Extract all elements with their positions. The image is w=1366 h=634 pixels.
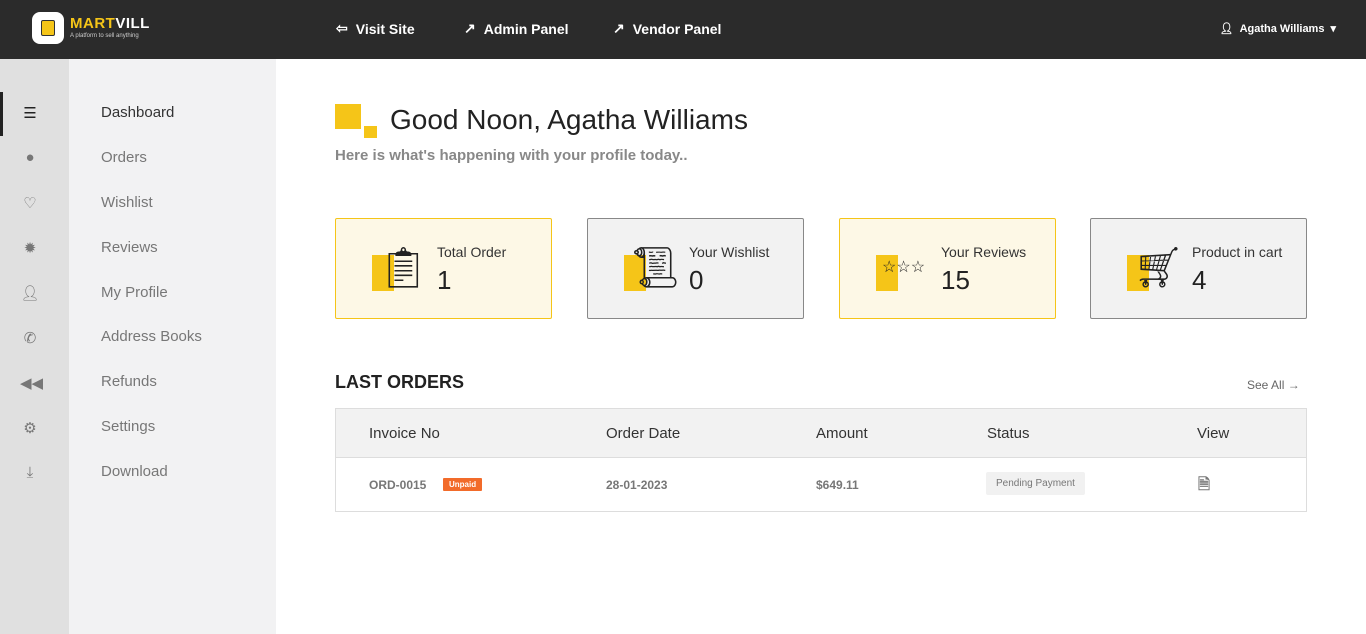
brand-name: MARTVILL [70,15,150,32]
sidebar-item-wishlist[interactable]: Wishlist [101,194,153,211]
sidebar: Dashboard Orders Wishlist Reviews My Pro… [69,59,276,634]
badge-icon[interactable]: ✹ [23,240,37,257]
top-bar: MARTVILL A platform to sell anything ⇦ Vi… [0,0,1366,59]
sidebar-item-settings[interactable]: Settings [101,418,156,435]
page-title: Good Noon, Agatha Williams [390,104,748,135]
view-invoice-icon[interactable]: 🗎 [1198,476,1211,493]
download-icon[interactable]: ⤓ [26,464,34,481]
user-icon[interactable]: 👤︎ [20,285,40,302]
apple-icon[interactable]: ● [25,149,35,166]
gear-icon[interactable]: ⚙ [23,420,37,437]
orders-table: Invoice No Order Date Amount Status View… [335,408,1307,512]
admin-panel-link[interactable]: ↗ Admin Panel [464,20,569,37]
sign-in-icon: ⇦ [336,20,348,36]
phone-icon[interactable]: ✆ [23,330,37,347]
status-badge: Pending Payment [986,472,1085,495]
see-all-link[interactable]: See All → [1247,378,1300,392]
shopping-cart-icon: 🛒︎ [1127,243,1184,293]
user-menu[interactable]: 👤︎ Agatha Williams ▾ [1219,22,1336,36]
external-link-icon: ↗ [464,20,476,36]
decor-square [364,126,377,138]
card-reviews[interactable]: ☆☆☆ Your Reviews 15 [839,218,1056,319]
list-icon[interactable]: ☰ [23,105,37,122]
user-icon: 👤︎ [1219,23,1234,35]
tagline: A platform to sell anything [70,33,139,39]
last-orders-title: LAST ORDERS [335,372,465,392]
sidebar-item-refunds[interactable]: Refunds [101,373,157,390]
sidebar-item-orders[interactable]: Orders [101,149,147,166]
sidebar-item-reviews[interactable]: Reviews [101,239,158,256]
shopping-bag-icon [41,20,55,36]
order-list-icon: 📋︎ [372,243,429,293]
decor-square [335,104,361,129]
card-total-order[interactable]: 📋︎ Total Order 1 [335,218,552,319]
logo[interactable] [32,12,64,44]
visit-site-link[interactable]: ⇦ Visit Site [336,20,415,37]
wishlist-scroll-icon: 📜︎ [624,243,681,293]
active-indicator [0,92,3,136]
card-cart[interactable]: 🛒︎ Product in cart 4 [1090,218,1307,319]
review-stars-icon: ☆☆☆ [876,243,926,293]
external-link-icon: ↗ [613,20,625,36]
sidebar-item-download[interactable]: Download [101,463,168,480]
sidebar-item-my-profile[interactable]: My Profile [101,284,168,301]
payment-badge: Unpaid [443,478,483,491]
card-wishlist[interactable]: 📜︎ Your Wishlist 0 [587,218,804,319]
icon-rail: ☰ ● ♡ ✹ 👤︎ ✆ ◀◀ ⚙ ⤓ [0,59,69,634]
table-header: Invoice No Order Date Amount Status View [336,409,1306,458]
page-subtitle: Here is what's happening with your profi… [335,147,688,164]
heart-icon[interactable]: ♡ [23,195,37,212]
vendor-panel-link[interactable]: ↗ Vendor Panel [613,20,722,37]
backward-icon[interactable]: ◀◀ [20,375,44,392]
sidebar-item-dashboard[interactable]: Dashboard [101,104,175,121]
table-row: ORD-0015 Unpaid 28-01-2023 $649.11 Pendi… [336,458,1306,512]
sidebar-item-address-books[interactable]: Address Books [101,328,202,345]
caret-down-icon: ▾ [1330,23,1336,35]
